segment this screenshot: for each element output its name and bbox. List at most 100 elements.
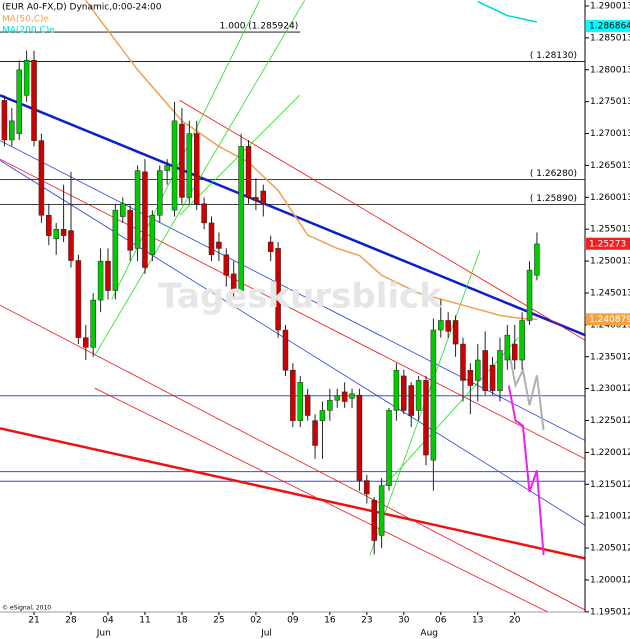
candle-body bbox=[275, 248, 281, 331]
candle-body bbox=[142, 171, 148, 268]
chart-title: (EUR A0-FX,D) Dynamic,0:00-24:00 bbox=[2, 3, 162, 13]
x-tick-label: 21 bbox=[28, 616, 39, 626]
y-tick-label: 1.265013 bbox=[590, 161, 630, 171]
candle-body bbox=[68, 230, 74, 261]
y-tick-label: 1.245013 bbox=[590, 288, 630, 298]
candle-body bbox=[90, 299, 96, 348]
x-tick-label: 11 bbox=[139, 616, 150, 626]
price-marker-label: 1.240879 bbox=[589, 315, 630, 325]
y-tick-label: 1.290013 bbox=[590, 1, 630, 11]
candle-body bbox=[208, 222, 215, 256]
x-tick-label: 18 bbox=[176, 616, 188, 626]
y-tick-label: 1.200012 bbox=[590, 575, 630, 585]
candle-body bbox=[149, 214, 156, 256]
y-tick-label: 1.225012 bbox=[590, 416, 630, 426]
projection bbox=[507, 350, 545, 431]
candle-body bbox=[504, 334, 511, 361]
y-tick-label: 1.195012 bbox=[590, 607, 630, 617]
candle-body bbox=[9, 120, 15, 141]
moving-average bbox=[477, 0, 538, 23]
month-label: Jun bbox=[96, 629, 111, 639]
trend-line bbox=[0, 158, 585, 460]
projection bbox=[507, 385, 545, 556]
candle-body bbox=[156, 170, 163, 216]
candle-body bbox=[97, 260, 104, 301]
candle-body bbox=[438, 320, 444, 331]
trend-line bbox=[384, 337, 519, 486]
trend-line bbox=[179, 100, 585, 341]
candle-body bbox=[260, 190, 267, 205]
candle-body bbox=[327, 399, 333, 411]
candle-body bbox=[319, 410, 326, 421]
watermark: Tageskursblick bbox=[158, 277, 443, 317]
candle-body bbox=[460, 343, 466, 381]
month-label: Jul bbox=[260, 629, 272, 639]
y-tick-label: 1.250013 bbox=[590, 257, 630, 267]
candle-body bbox=[23, 60, 30, 96]
legend-entry: MA(200,C)e bbox=[2, 26, 55, 36]
trend-line bbox=[0, 427, 585, 560]
candle-body bbox=[430, 329, 437, 461]
candle-body bbox=[245, 146, 252, 198]
candle-body bbox=[534, 243, 540, 276]
price-marker bbox=[586, 237, 630, 250]
x-tick-label: 16 bbox=[324, 616, 336, 626]
candle-body bbox=[452, 320, 459, 345]
candle-body bbox=[475, 359, 481, 381]
trend-line bbox=[0, 94, 585, 337]
candle-body bbox=[16, 69, 22, 134]
candle-body bbox=[482, 350, 488, 391]
y-tick-label: 1.220012 bbox=[590, 448, 630, 458]
candle-body bbox=[238, 146, 244, 291]
candle-body bbox=[1, 100, 8, 141]
candle-body bbox=[356, 394, 363, 481]
x-tick-label: 20 bbox=[509, 616, 521, 626]
copyright: © eSignal, 2010 bbox=[2, 605, 51, 612]
trend-line bbox=[0, 160, 585, 526]
candle-body bbox=[216, 241, 222, 249]
x-tick-label: 28 bbox=[65, 616, 77, 626]
x-tick-label: 23 bbox=[361, 616, 372, 626]
candle-body bbox=[341, 391, 348, 402]
candle-body bbox=[415, 380, 422, 411]
candle-body bbox=[349, 393, 355, 399]
plot-area bbox=[0, 0, 585, 612]
candle-body bbox=[290, 369, 296, 421]
candle-body bbox=[312, 420, 318, 446]
trend-line bbox=[94, 0, 306, 356]
candle-body bbox=[371, 500, 377, 541]
candle-body bbox=[201, 203, 207, 224]
candle-body bbox=[445, 320, 451, 332]
trend-line bbox=[94, 387, 549, 612]
candle-body bbox=[179, 123, 185, 198]
candle-body bbox=[75, 260, 82, 338]
price-marker bbox=[586, 313, 630, 326]
candle-body bbox=[83, 337, 89, 348]
candle-body bbox=[334, 395, 340, 401]
x-tick-label: 04 bbox=[102, 616, 114, 626]
y-tick-label: 1.285013 bbox=[590, 33, 630, 43]
candle-body bbox=[489, 364, 496, 391]
candle-body bbox=[267, 241, 274, 252]
x-tick-label: 30 bbox=[398, 616, 410, 626]
y-tick-label: 1.205012 bbox=[590, 544, 630, 554]
candle-body bbox=[526, 269, 533, 321]
candle-body bbox=[38, 140, 45, 216]
level-label: ( 1.26280) bbox=[530, 169, 577, 179]
candle-body bbox=[282, 329, 289, 371]
x-tick-label: 02 bbox=[250, 616, 261, 626]
y-tick-label: 1.210012 bbox=[590, 512, 630, 522]
candle-body bbox=[253, 197, 259, 201]
y-tick-label: 1.230012 bbox=[590, 384, 630, 394]
y-tick-label: 1.260013 bbox=[590, 193, 630, 203]
candle-body bbox=[408, 385, 414, 416]
candle-body bbox=[46, 214, 52, 236]
level-label: 1.000 (1.285924) bbox=[220, 22, 299, 32]
y-tick-label: 1.215012 bbox=[590, 480, 630, 490]
candle-body bbox=[364, 480, 370, 495]
candle-body bbox=[127, 209, 133, 251]
candle-body bbox=[519, 320, 525, 361]
candle-body bbox=[386, 410, 392, 486]
candle-body bbox=[393, 369, 400, 411]
